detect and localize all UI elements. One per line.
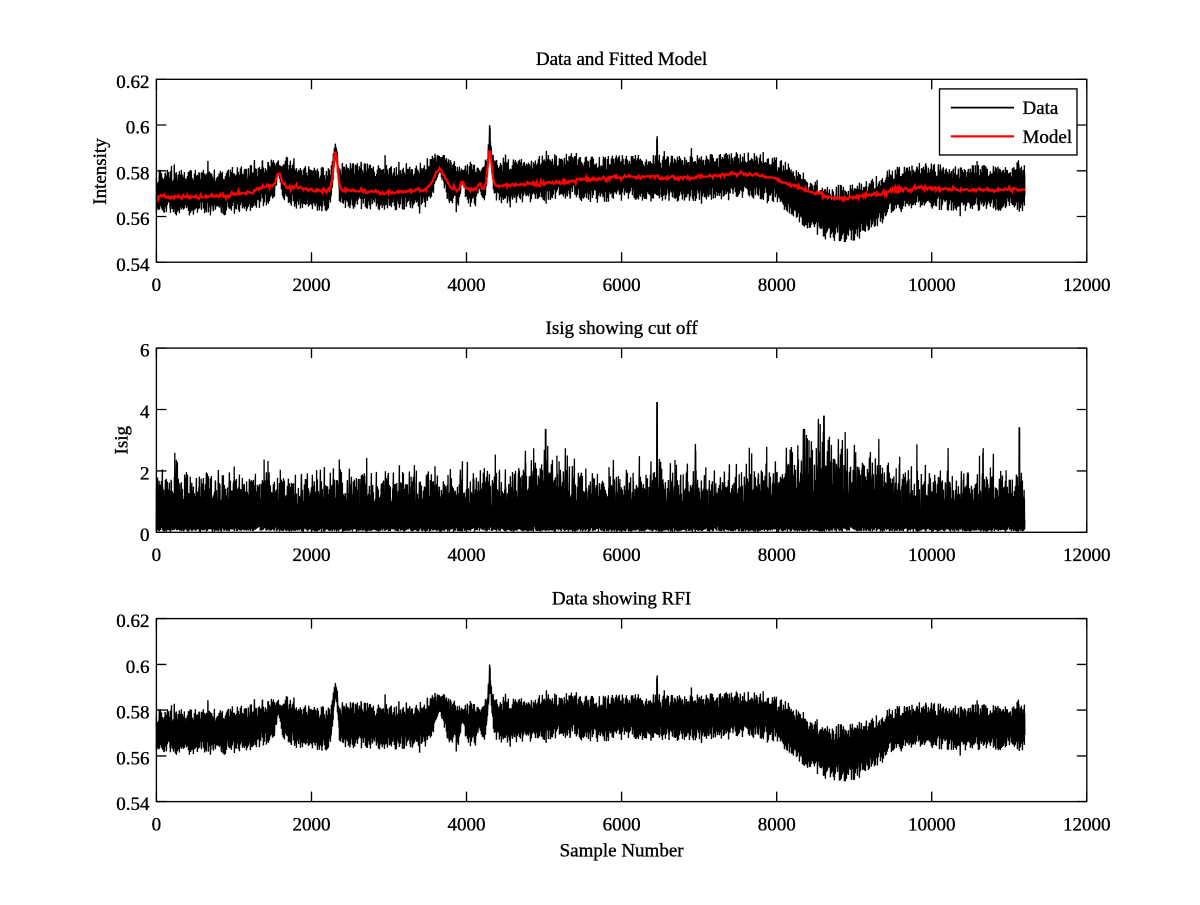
- svg-text:0.54: 0.54: [116, 794, 150, 815]
- svg-text:2000: 2000: [293, 275, 331, 296]
- svg-text:8000: 8000: [758, 275, 796, 296]
- svg-text:12000: 12000: [1063, 814, 1111, 835]
- svg-text:0: 0: [152, 545, 162, 566]
- svg-text:0.56: 0.56: [116, 209, 149, 230]
- svg-text:0.54: 0.54: [116, 255, 150, 276]
- svg-text:4000: 4000: [448, 275, 486, 296]
- svg-text:0.62: 0.62: [116, 611, 149, 632]
- svg-text:Data and Fitted Model: Data and Fitted Model: [536, 49, 708, 70]
- svg-text:12000: 12000: [1063, 545, 1111, 566]
- svg-text:4000: 4000: [448, 545, 486, 566]
- svg-text:0.6: 0.6: [126, 118, 150, 139]
- svg-text:Intensity: Intensity: [90, 138, 111, 205]
- svg-text:0.6: 0.6: [126, 657, 150, 678]
- svg-text:2000: 2000: [293, 814, 331, 835]
- svg-text:4: 4: [140, 402, 150, 423]
- svg-text:4000: 4000: [448, 814, 486, 835]
- svg-text:Data: Data: [1023, 98, 1059, 119]
- svg-text:8000: 8000: [758, 814, 796, 835]
- svg-text:Data showing RFI: Data showing RFI: [552, 588, 691, 609]
- svg-text:10000: 10000: [908, 275, 956, 296]
- svg-text:10000: 10000: [908, 545, 956, 566]
- svg-text:0.56: 0.56: [116, 749, 149, 770]
- svg-text:0: 0: [140, 525, 150, 546]
- svg-text:0: 0: [152, 275, 162, 296]
- svg-text:6000: 6000: [603, 814, 641, 835]
- svg-text:Isig: Isig: [112, 425, 133, 454]
- svg-text:10000: 10000: [908, 814, 956, 835]
- svg-text:6000: 6000: [603, 275, 641, 296]
- svg-text:0.62: 0.62: [116, 72, 149, 93]
- svg-text:0.58: 0.58: [116, 703, 149, 724]
- svg-text:0: 0: [152, 814, 162, 835]
- svg-text:6: 6: [140, 341, 150, 362]
- svg-text:8000: 8000: [758, 545, 796, 566]
- svg-text:0.58: 0.58: [116, 163, 149, 184]
- svg-text:2: 2: [140, 464, 150, 485]
- svg-text:Model: Model: [1023, 127, 1073, 148]
- svg-text:6000: 6000: [603, 545, 641, 566]
- svg-text:Isig showing cut off: Isig showing cut off: [546, 318, 699, 339]
- svg-text:Sample Number: Sample Number: [560, 840, 685, 861]
- svg-text:12000: 12000: [1063, 275, 1111, 296]
- svg-text:2000: 2000: [293, 545, 331, 566]
